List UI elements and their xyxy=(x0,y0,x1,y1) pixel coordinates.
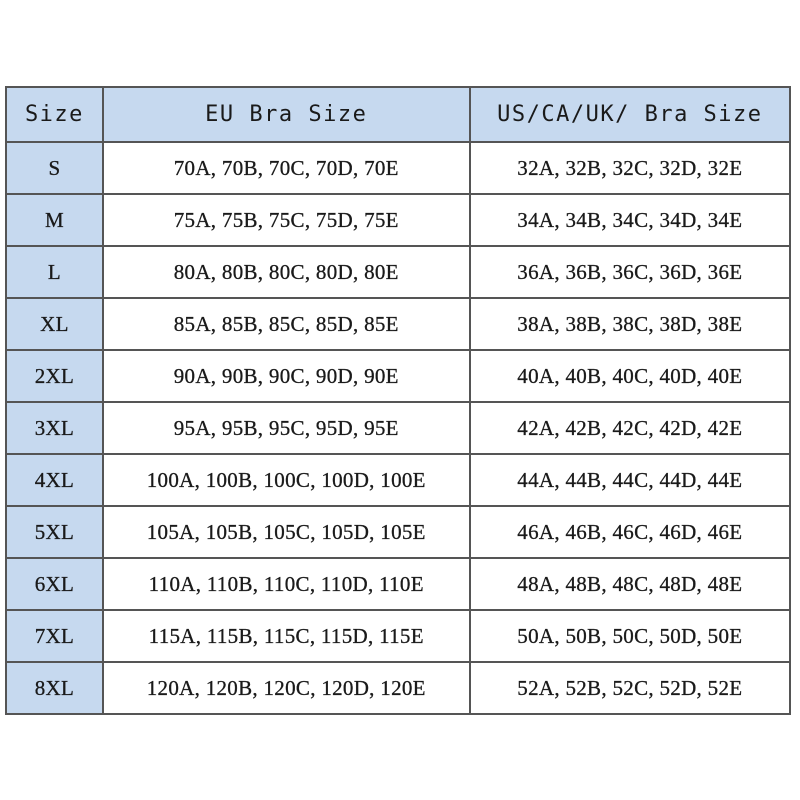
us-size-cell: 36A, 36B, 36C, 36D, 36E xyxy=(468,245,792,299)
size-cell: 7XL xyxy=(5,609,104,663)
us-size-cell: 48A, 48B, 48C, 48D, 48E xyxy=(468,557,792,611)
header-us-size: US/CA/UK/ Bra Size xyxy=(468,86,792,143)
eu-size-cell: 95A, 95B, 95C, 95D, 95E xyxy=(101,401,471,455)
eu-size-cell: 90A, 90B, 90C, 90D, 90E xyxy=(101,349,471,403)
size-cell: 5XL xyxy=(5,505,104,559)
table-row: 5XL 105A, 105B, 105C, 105D, 105E 46A, 46B,… xyxy=(5,505,792,559)
size-cell: 6XL xyxy=(5,557,104,611)
us-size-cell: 40A, 40B, 40C, 40D, 40E xyxy=(468,349,792,403)
us-size-cell: 52A, 52B, 52C, 52D, 52E xyxy=(468,661,792,715)
eu-size-cell: 120A, 120B, 120C, 120D, 120E xyxy=(101,661,471,715)
table-row: 4XL 100A, 100B, 100C, 100D, 100E 44A, 44B,… xyxy=(5,453,792,507)
size-cell: M xyxy=(5,193,104,247)
eu-size-cell: 70A, 70B, 70C, 70D, 70E xyxy=(101,141,471,195)
eu-size-cell: 75A, 75B, 75C, 75D, 75E xyxy=(101,193,471,247)
us-size-cell: 42A, 42B, 42C, 42D, 42E xyxy=(468,401,792,455)
eu-size-cell: 105A, 105B, 105C, 105D, 105E xyxy=(101,505,471,559)
eu-size-cell: 85A, 85B, 85C, 85D, 85E xyxy=(101,297,471,351)
header-eu-size: EU Bra Size xyxy=(101,86,471,143)
us-size-cell: 44A, 44B, 44C, 44D, 44E xyxy=(468,453,792,507)
size-cell: 8XL xyxy=(5,661,104,715)
us-size-cell: 38A, 38B, 38C, 38D, 38E xyxy=(468,297,792,351)
size-cell: S xyxy=(5,141,104,195)
table-row: XL 85A, 85B, 85C, 85D, 85E 38A, 38B, 38C, … xyxy=(5,297,792,351)
table-row: 6XL 110A, 110B, 110C, 110D, 110E 48A, 48B,… xyxy=(5,557,792,611)
us-size-cell: 34A, 34B, 34C, 34D, 34E xyxy=(468,193,792,247)
size-chart-table: Size EU Bra Size US/CA/UK/ Bra Size S 70A… xyxy=(5,86,792,715)
eu-size-cell: 110A, 110B, 110C, 110D, 110E xyxy=(101,557,471,611)
eu-size-cell: 100A, 100B, 100C, 100D, 100E xyxy=(101,453,471,507)
header-row: Size EU Bra Size US/CA/UK/ Bra Size xyxy=(5,86,792,143)
size-cell: XL xyxy=(5,297,104,351)
size-cell: 3XL xyxy=(5,401,104,455)
table-row: 8XL 120A, 120B, 120C, 120D, 120E 52A, 52B,… xyxy=(5,661,792,715)
size-cell: 2XL xyxy=(5,349,104,403)
us-size-cell: 50A, 50B, 50C, 50D, 50E xyxy=(468,609,792,663)
eu-size-cell: 115A, 115B, 115C, 115D, 115E xyxy=(101,609,471,663)
table-row: 3XL 95A, 95B, 95C, 95D, 95E 42A, 42B, 42C,… xyxy=(5,401,792,455)
table-row: S 70A, 70B, 70C, 70D, 70E 32A, 32B, 32C, 3… xyxy=(5,141,792,195)
table-row: M 75A, 75B, 75C, 75D, 75E 34A, 34B, 34C, 3… xyxy=(5,193,792,247)
table-row: L 80A, 80B, 80C, 80D, 80E 36A, 36B, 36C, 3… xyxy=(5,245,792,299)
us-size-cell: 32A, 32B, 32C, 32D, 32E xyxy=(468,141,792,195)
table-row: 7XL 115A, 115B, 115C, 115D, 115E 50A, 50B,… xyxy=(5,609,792,663)
size-cell: L xyxy=(5,245,104,299)
header-size: Size xyxy=(5,86,104,143)
table-row: 2XL 90A, 90B, 90C, 90D, 90E 40A, 40B, 40C,… xyxy=(5,349,792,403)
us-size-cell: 46A, 46B, 46C, 46D, 46E xyxy=(468,505,792,559)
eu-size-cell: 80A, 80B, 80C, 80D, 80E xyxy=(101,245,471,299)
size-cell: 4XL xyxy=(5,453,104,507)
